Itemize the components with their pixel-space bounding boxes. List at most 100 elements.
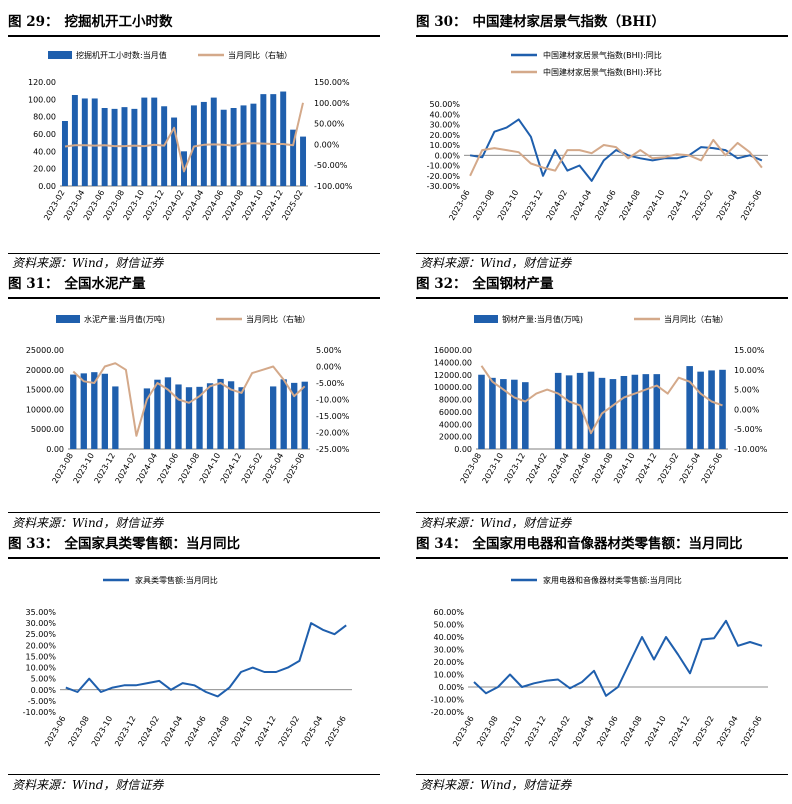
legend-bar-swatch xyxy=(56,315,80,323)
y-tick-label: 0.00% xyxy=(435,151,461,160)
panel-title: 图 31： 全国水泥产量 xyxy=(8,276,146,292)
panel-title: 图 34： 全国家用电器和音像器材类零售额：当月同比 xyxy=(416,536,743,552)
y-right-tick-label: -25.00% xyxy=(316,445,350,454)
panel-fig-33: 图 33： 全国家具类零售额：当月同比 家具类零售额:当月同比 -10.00% -5.… xyxy=(8,532,380,800)
y-left-tick-label: 20000.00 xyxy=(26,366,64,375)
y-left-tick-label: 14000.00 xyxy=(434,358,472,367)
y-tick-label: 30.00% xyxy=(25,619,56,628)
x-tick-label: 2024-02 xyxy=(136,715,161,748)
x-tick-label: 2023-12 xyxy=(503,452,528,485)
bar xyxy=(164,377,172,449)
source-note: 资料来源：Wind，财信证券 xyxy=(420,778,572,792)
bar xyxy=(270,94,277,186)
x-tick-label: 2024-06 xyxy=(568,452,593,485)
x-tick-label: 2025-04 xyxy=(678,452,703,485)
bar xyxy=(101,108,108,186)
y-tick-label: -10.00% xyxy=(23,708,57,717)
x-tick-label: 2023-08 xyxy=(475,715,500,748)
bar xyxy=(554,372,562,449)
bar xyxy=(141,97,148,186)
y-left-tick-label: 12000.00 xyxy=(434,371,472,380)
legend-bar-label: 钢材产量:当月值(万吨) xyxy=(502,314,583,324)
y-tick-label: 30.00% xyxy=(433,646,464,655)
y-tick-label: 50.00% xyxy=(429,100,460,109)
panel-title: 图 33： 全国家具类零售额：当月同比 xyxy=(8,536,240,552)
bar xyxy=(196,386,203,449)
y-left-tick-label: 0.00 xyxy=(38,182,56,191)
x-tick-label: 2025-06 xyxy=(739,189,764,222)
x-tick-label: 2024-06 xyxy=(183,715,208,748)
y-left-tick-label: 5000.00 xyxy=(31,425,64,434)
bar xyxy=(175,384,182,449)
y-tick-label: 60.00% xyxy=(433,608,464,617)
y-tick-label: -10.00% xyxy=(427,162,461,171)
bar xyxy=(61,121,68,186)
source-note: 资料来源：Wind，财信证券 xyxy=(420,256,572,270)
x-tick-label: 2023-12 xyxy=(523,715,548,748)
y-tick-label: 0.00% xyxy=(31,686,57,695)
panel-fig-30: 图 30： 中国建材家居景气指数（BHI） 中国建材家居景气指数(BHI):同比中… xyxy=(416,10,788,272)
y-tick-label: 0.00% xyxy=(439,683,465,692)
bar xyxy=(270,386,277,449)
y-left-tick-label: 80.00 xyxy=(33,113,56,122)
bar xyxy=(631,374,639,449)
y-right-tick-label: -10.00% xyxy=(734,445,768,454)
bar xyxy=(653,374,661,449)
series-line-2 xyxy=(469,138,763,177)
y-tick-label: 10.00% xyxy=(25,664,56,673)
y-left-tick-label: 16000.00 xyxy=(434,346,472,355)
bar xyxy=(240,105,247,186)
y-tick-label: -20.00% xyxy=(427,172,461,181)
y-tick-label: 10.00% xyxy=(429,141,460,150)
x-tick-label: 2024-12 xyxy=(634,452,659,485)
bar xyxy=(91,98,98,186)
legend-bar-swatch xyxy=(48,51,72,59)
panel-fig-31: 图 31： 全国水泥产量 水泥产量:当月值(万吨) 当月同比（右轴） 0.00 5000… xyxy=(8,272,380,534)
bar xyxy=(238,387,245,449)
y-left-tick-label: 20.00 xyxy=(33,165,56,174)
y-right-tick-label: -5.00% xyxy=(316,379,345,388)
y-left-tick-label: 0.00 xyxy=(46,445,64,454)
bar xyxy=(697,371,704,449)
x-tick-label: 2024-06 xyxy=(595,715,620,748)
x-tick-label: 2023-08 xyxy=(66,715,91,748)
y-left-tick-label: 10000.00 xyxy=(26,405,64,414)
x-tick-label: 2024-08 xyxy=(619,715,644,748)
y-right-tick-label: 15.00% xyxy=(734,346,765,355)
bar xyxy=(71,95,78,186)
y-right-tick-label: 0.00% xyxy=(314,140,340,149)
x-tick-label: 2025-04 xyxy=(300,715,325,748)
legend-line-label-2: 中国建材家居景气指数(BHI):环比 xyxy=(543,67,662,77)
series-line-1 xyxy=(473,619,763,697)
y-right-tick-label: 100.00% xyxy=(314,99,350,108)
bar xyxy=(522,382,529,449)
x-tick-label: 2024-08 xyxy=(618,189,643,222)
bar xyxy=(489,377,496,449)
y-left-tick-label: 40.00 xyxy=(33,147,56,156)
bar xyxy=(280,379,287,449)
y-tick-label: 20.00% xyxy=(429,131,460,140)
bar xyxy=(290,129,297,186)
chart-furniture-retail: 家具类零售额:当月同比 -10.00% -5.00% 0.00% 5.00% 10.00%… xyxy=(23,575,352,748)
bar xyxy=(686,366,693,449)
y-right-tick-label: -5.00% xyxy=(734,425,763,434)
x-tick-label: 2025-02 xyxy=(691,715,716,748)
y-tick-label: -5.00% xyxy=(28,697,57,706)
x-tick-label: 2025-02 xyxy=(277,715,302,748)
legend-line-label-1: 家用电器和音像器材类零售额:当月同比 xyxy=(543,575,682,585)
x-tick-label: 2023-10 xyxy=(496,189,521,222)
y-right-tick-label: -50.00% xyxy=(314,161,348,170)
bar xyxy=(260,94,267,186)
bar xyxy=(206,383,214,449)
chart-appliance-retail: 家用电器和音像器材类零售额:当月同比 -20.00% -10.00% 0.00% 10.… xyxy=(431,575,768,748)
x-tick-label: 2024-10 xyxy=(643,715,668,748)
bar xyxy=(81,98,88,186)
bar xyxy=(111,108,118,186)
x-tick-label: 2023-10 xyxy=(90,715,115,748)
y-left-tick-label: 4000.00 xyxy=(439,420,472,429)
chart-cement-output: 水泥产量:当月值(万吨) 当月同比（右轴） 0.00 5000.00 10000.00 1… xyxy=(26,314,350,485)
y-left-tick-label: 60.00 xyxy=(33,130,56,139)
x-tick-label: 2024-02 xyxy=(545,189,570,222)
y-tick-label: -10.00% xyxy=(431,696,465,705)
bar xyxy=(719,369,726,449)
